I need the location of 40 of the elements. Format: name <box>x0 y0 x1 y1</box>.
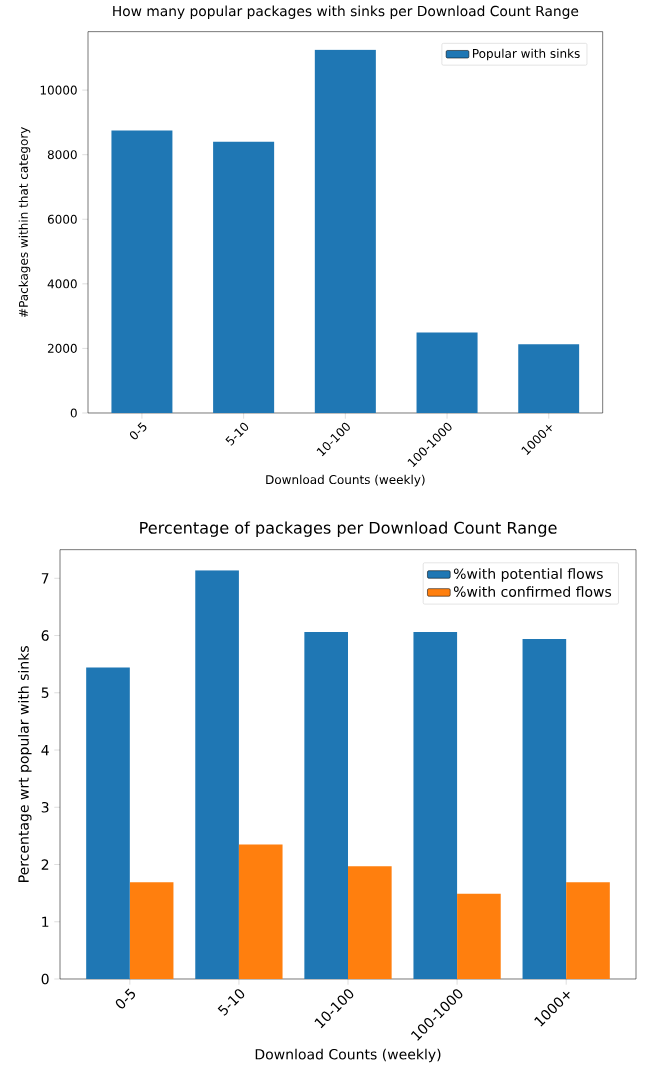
bar <box>86 667 130 979</box>
legend-label: Popular with sinks <box>472 48 580 61</box>
y-tick-label: 1 <box>42 916 49 927</box>
legend-label: %with confirmed flows <box>453 586 612 597</box>
bar <box>416 332 478 413</box>
y-tick-label: 2000 <box>47 343 77 353</box>
legend-label: %with potential flows <box>453 568 603 582</box>
y-tick-label: 3 <box>41 801 49 813</box>
y-tick-label: 6000 <box>47 214 77 224</box>
y-tick-label: 6 <box>41 630 49 641</box>
x-axis-title: Download Counts (weekly) <box>266 474 425 487</box>
bar <box>213 141 275 413</box>
y-tick-label: 0 <box>41 973 49 985</box>
y-tick-label: 10000 <box>40 85 77 95</box>
bar <box>314 49 376 413</box>
y-tick-label: 4 <box>41 744 49 756</box>
y-tick-label: 0 <box>70 408 77 418</box>
y-tick-label: 8000 <box>47 150 77 160</box>
bar <box>129 882 174 979</box>
bar <box>195 570 239 979</box>
y-tick-label: 4000 <box>47 279 77 289</box>
bar <box>566 882 610 979</box>
y-tick-label: 7 <box>41 573 49 584</box>
bar <box>518 344 580 413</box>
y-axis-title: Percentage wrt popular with sinks <box>18 646 32 882</box>
chart-title: How many popular packages with sinks per Download Count Range <box>113 5 579 19</box>
x-tick-label: 0-5 <box>115 988 136 1009</box>
bar <box>111 130 173 413</box>
bar <box>348 866 392 979</box>
y-tick-label: 5 <box>41 687 49 698</box>
bar <box>522 638 567 979</box>
x-axis-title: Download Counts (weekly) <box>255 1048 441 1063</box>
y-axis-title: #Packages within that category <box>18 127 31 318</box>
y-tick-label: 2 <box>41 859 49 870</box>
x-tick-label: 0-5 <box>129 422 147 440</box>
bar <box>413 632 458 979</box>
bar <box>238 844 283 979</box>
bar <box>457 893 501 979</box>
bar <box>304 632 348 979</box>
chart-title: Percentage of packages per Download Count Range <box>140 521 557 537</box>
